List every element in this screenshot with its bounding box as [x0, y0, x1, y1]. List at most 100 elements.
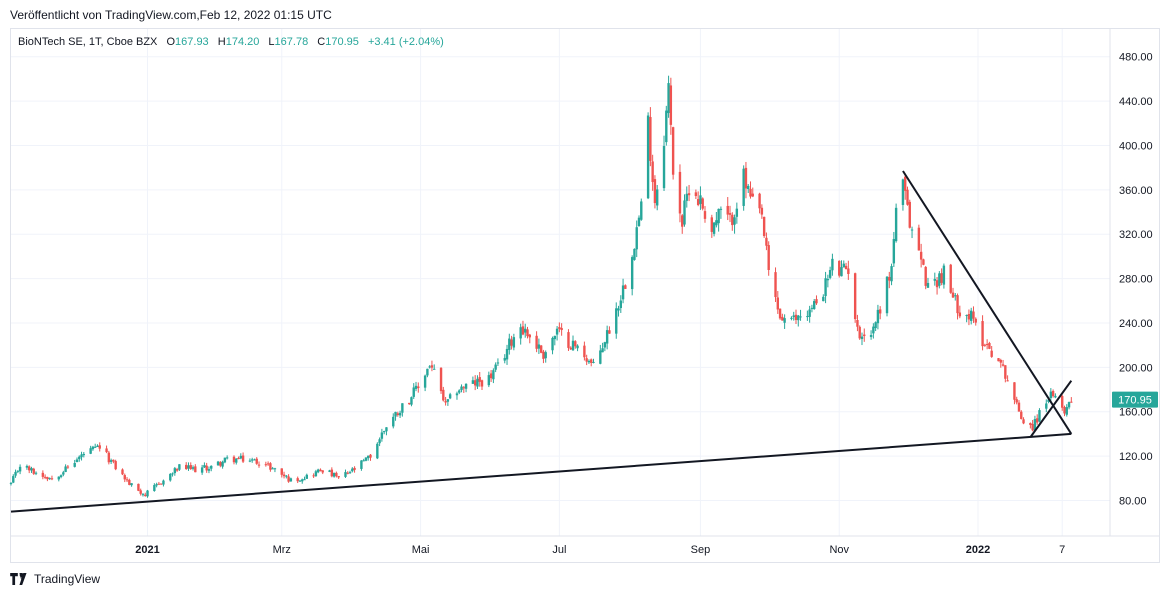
candle-body — [526, 329, 529, 337]
candle-body — [601, 348, 604, 353]
candle-body — [14, 471, 17, 476]
candle-body — [585, 358, 588, 362]
candle-body — [1022, 419, 1025, 424]
candle-body — [367, 455, 370, 459]
candle-body — [464, 383, 468, 389]
candle-body — [685, 193, 688, 201]
candle-body — [872, 326, 875, 334]
candle-body — [271, 468, 274, 470]
legend-open-label: O — [166, 36, 176, 48]
time-tick-label: Mrz — [273, 544, 291, 556]
candle-body — [175, 469, 179, 471]
candle-body — [57, 476, 60, 480]
candle-body — [608, 330, 611, 334]
candle-body — [141, 494, 145, 496]
candle-body — [430, 365, 434, 368]
candle-body — [1047, 399, 1050, 402]
candle-body — [762, 216, 766, 237]
candle-body — [241, 455, 245, 462]
candle-body — [232, 456, 236, 463]
candle-body — [426, 368, 429, 376]
candle-body — [838, 260, 841, 276]
price-axis[interactable]: 80.00 120.00 160.00 200.00 240.00 280.00 320.0… — [1119, 52, 1153, 508]
candle-body — [407, 402, 411, 404]
trendlines[interactable] — [10, 170, 1073, 513]
legend-low: 167.78 — [274, 36, 309, 48]
candle-body — [558, 327, 561, 329]
time-tick-label: Jul — [552, 544, 566, 556]
trendline[interactable] — [902, 170, 1073, 435]
candle-body — [285, 475, 288, 477]
candle-body — [528, 334, 531, 338]
candle-body — [337, 476, 340, 478]
candle-body — [728, 213, 732, 215]
candle-body — [73, 463, 76, 467]
candle-body — [360, 460, 363, 469]
candle-body — [1001, 364, 1005, 366]
candle-body — [417, 386, 420, 389]
candle-body — [335, 472, 338, 477]
candle-body — [146, 490, 149, 497]
candle-body — [1065, 407, 1068, 415]
candle-body — [990, 350, 993, 357]
time-tick-label: 2022 — [966, 544, 990, 556]
candle-body — [892, 239, 896, 264]
candle-body — [694, 192, 698, 197]
chart-frame[interactable] — [10, 28, 1160, 563]
candle-body — [922, 259, 925, 265]
candle-body — [919, 251, 923, 260]
candle-body — [351, 468, 354, 472]
candle-body — [50, 478, 54, 480]
candle-body — [794, 314, 798, 321]
candle-body — [860, 336, 864, 339]
candle-body — [305, 474, 308, 479]
candle-body — [678, 171, 682, 214]
candle-body — [257, 464, 261, 466]
candle-body — [699, 195, 702, 204]
tradingview-logo-icon — [10, 573, 27, 585]
candle-body — [282, 474, 286, 477]
candle-body — [508, 338, 511, 350]
candle-body — [908, 201, 911, 228]
candle-body — [949, 264, 952, 293]
trendline[interactable] — [10, 432, 1072, 513]
candle-body — [171, 473, 174, 475]
time-axis[interactable]: 2021 Mrz Mai Jul Sep Nov 2022 7 — [135, 544, 1065, 556]
candle-body — [617, 308, 620, 311]
footer-brand[interactable]: TradingView — [10, 572, 100, 586]
candle-body — [635, 227, 638, 250]
candle-body — [43, 476, 47, 478]
candle-body — [544, 352, 547, 359]
candle-body — [442, 389, 445, 401]
candle-body — [853, 273, 857, 320]
trendline[interactable] — [1029, 380, 1073, 438]
candles — [9, 75, 1073, 498]
candle-body — [958, 312, 962, 317]
candle-body — [237, 457, 240, 460]
candle-body — [503, 357, 506, 361]
candle-body — [225, 457, 229, 459]
candle-body — [667, 83, 670, 114]
price-tick-label: 280.00 — [1119, 274, 1153, 286]
candle-body — [981, 321, 984, 347]
candle-body — [439, 367, 443, 392]
time-tick-label: Sep — [691, 544, 711, 556]
candle-body — [1038, 410, 1041, 422]
candle-body — [476, 378, 479, 387]
candle-body — [965, 315, 968, 317]
candle-body — [137, 483, 140, 491]
candle-body — [112, 459, 115, 462]
candle-body — [248, 460, 252, 462]
candle-body — [216, 461, 220, 466]
candle-body — [512, 337, 516, 348]
candle-body — [551, 337, 554, 351]
candle-body — [9, 482, 13, 484]
candle-body — [273, 468, 277, 470]
candle-body — [651, 161, 654, 183]
price-tick-label: 400.00 — [1119, 140, 1153, 152]
candle-body — [139, 490, 142, 494]
candle-body — [98, 445, 101, 449]
candle-body — [125, 479, 129, 481]
candle-body — [603, 342, 607, 348]
